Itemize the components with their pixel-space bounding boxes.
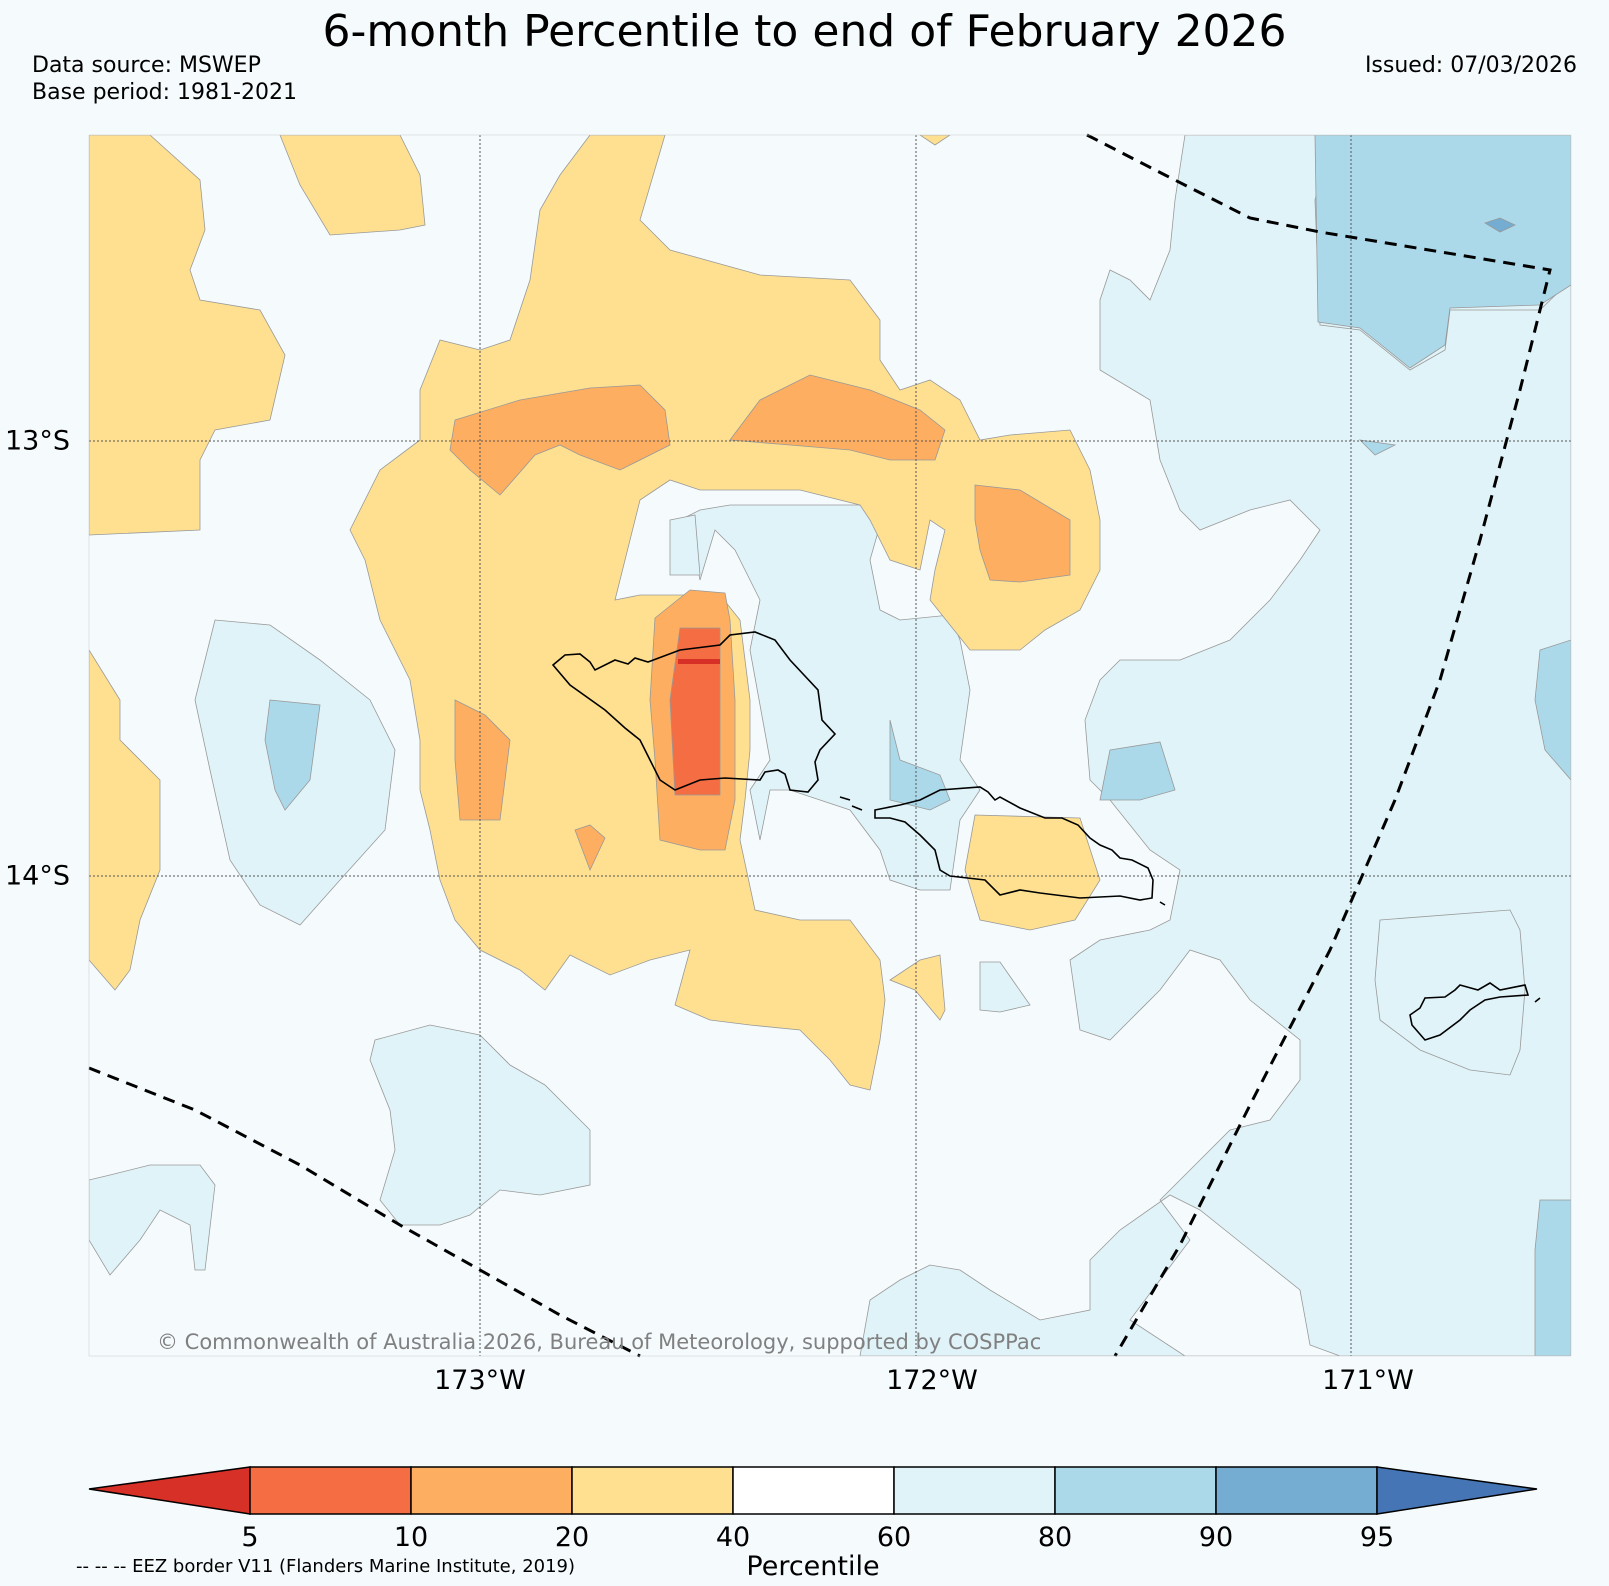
colorbar-tick: 95 [1359, 1522, 1395, 1553]
tutuila-island [1409, 982, 1530, 1041]
colorbar-lt5 [88, 1466, 251, 1515]
colorbar-tick: 80 [1037, 1522, 1073, 1553]
base-period: Base period: 1981-2021 [32, 80, 297, 105]
colorbar-80-90 [1054, 1466, 1217, 1515]
meta-left: Data source: MSWEP Base period: 1981-202… [32, 52, 297, 106]
upolu-island [874, 786, 1154, 901]
colorbar-tick: 20 [554, 1522, 590, 1553]
colorbar-20-40 [571, 1466, 734, 1515]
band-lt5 [678, 659, 720, 664]
colorbar-40-60 [732, 1466, 895, 1515]
map-title: 6-month Percentile to end of February 20… [322, 6, 1287, 57]
savaii-island [551, 631, 837, 793]
colorbar-tick: 5 [241, 1522, 259, 1553]
colorbar-60-80 [893, 1466, 1056, 1515]
graticule [89, 135, 1571, 1356]
lon-label-171w: 171°W [1322, 1365, 1414, 1396]
copyright-note: © Commonwealth of Australia 2026, Bureau… [157, 1330, 1042, 1354]
eez-borders [88, 133, 1552, 1358]
lat-label-13s: 13°S [5, 425, 70, 457]
colorbar-10-20 [410, 1466, 573, 1515]
data-source: Data source: MSWEP [32, 53, 261, 78]
colorbar-90-95 [1215, 1466, 1378, 1515]
lon-label-172w: 172°W [886, 1365, 978, 1396]
colorbar-tick: 40 [715, 1522, 751, 1553]
colorbar-gt95 [1376, 1466, 1538, 1515]
colorbar-title: Percentile [746, 1551, 880, 1582]
colorbar-5-10 [249, 1466, 412, 1515]
lat-label-14s: 14°S [5, 860, 70, 892]
colorbar-tick: 90 [1198, 1522, 1234, 1553]
coastlines [551, 631, 1541, 1041]
colorbar-tick: 60 [876, 1522, 912, 1553]
lon-label-173w: 173°W [434, 1365, 526, 1396]
issued-date: Issued: 07/03/2026 [1364, 53, 1577, 78]
band-90-95 [1484, 217, 1516, 233]
band-80-90 [264, 135, 1571, 1356]
colorbar [88, 1466, 1538, 1515]
band-5-10 [669, 627, 721, 796]
eez-legend-note: -- -- -- EEZ border V11 (Flanders Marine… [76, 1556, 576, 1577]
colorbar-tick: 10 [393, 1522, 429, 1553]
